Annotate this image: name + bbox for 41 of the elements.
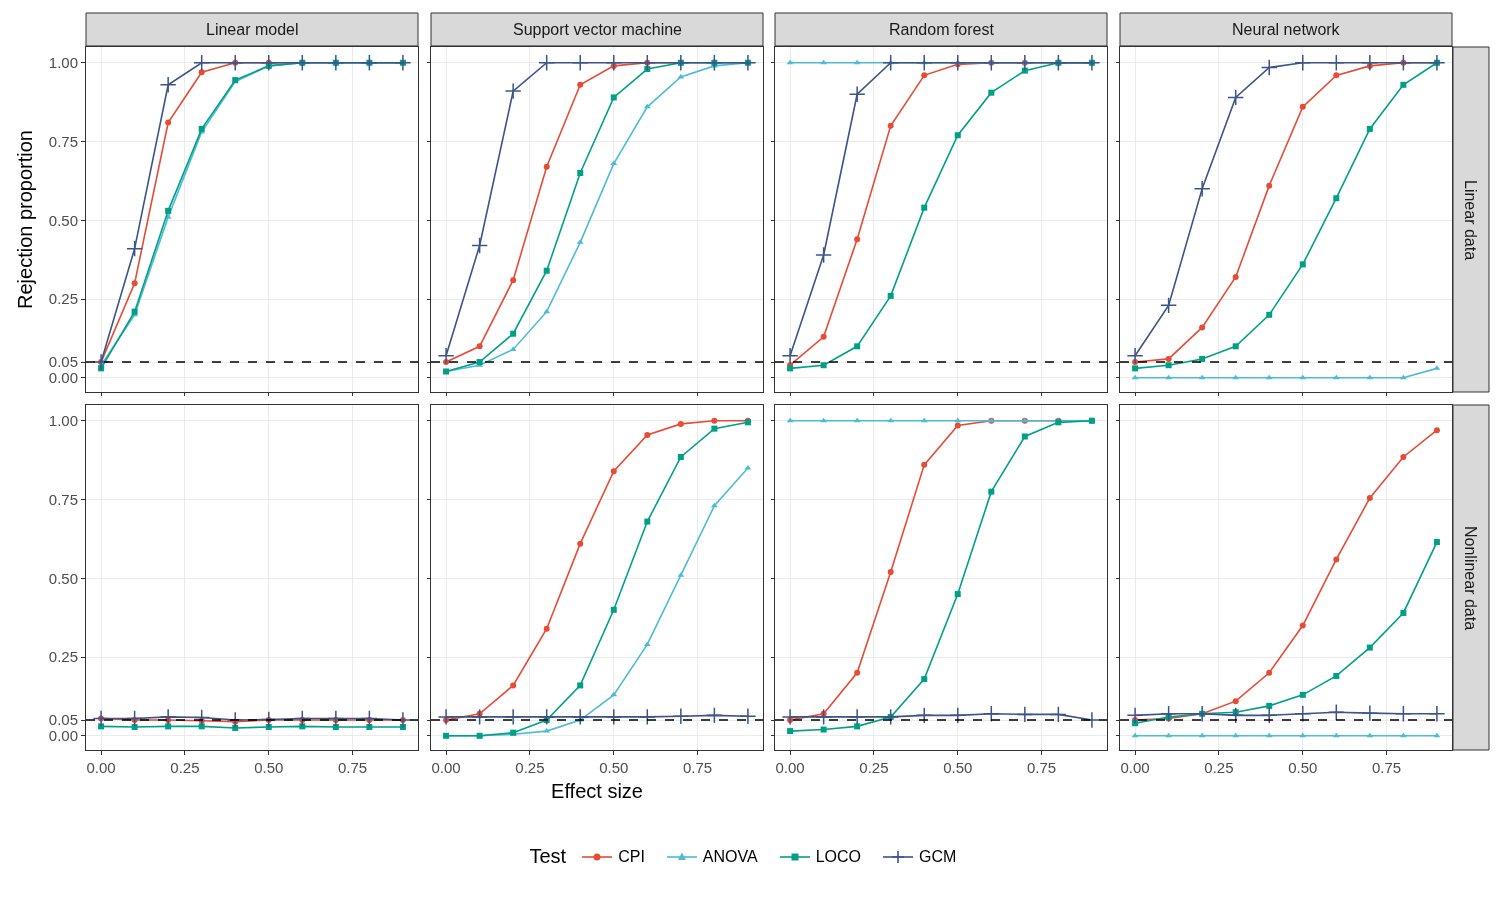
- y-tick-label: 0.00: [48, 369, 78, 387]
- x-tick-label: 0.75: [338, 759, 368, 776]
- legend-label: ANOVA: [702, 847, 758, 866]
- legend-label: LOCO: [815, 847, 862, 866]
- y-tick-label: 0.50: [48, 569, 78, 587]
- x-tick-label: 0.75: [683, 759, 713, 776]
- y-tick-label: 0.50: [48, 211, 78, 229]
- x-tick-label: 0.25: [170, 759, 200, 776]
- y-tick-label: 0.25: [48, 290, 78, 308]
- x-tick-label: 0.50: [254, 759, 284, 776]
- y-tick-label: 0.75: [48, 132, 78, 150]
- x-tick-label: 0.75: [1372, 759, 1402, 776]
- y-tick-label: 1.00: [48, 54, 78, 71]
- chart-title: Linear model: [206, 21, 299, 38]
- text: Nonlinear data: [1462, 526, 1479, 631]
- y-tick-label: 0.05: [48, 353, 78, 371]
- text: Linear data: [1462, 180, 1479, 261]
- legend-label: CPI: [618, 847, 645, 866]
- x-tick-label: 0.00: [86, 759, 116, 776]
- y-tick-label: 0.75: [48, 490, 78, 508]
- legend-label: GCM: [919, 847, 957, 866]
- y-tick-label: 0.25: [48, 648, 78, 666]
- chart-title: Support vector machine: [513, 21, 683, 38]
- chart-title: Random forest: [889, 21, 995, 38]
- x-tick-label: 0.50: [599, 759, 629, 776]
- x-tick-label: 0.25: [859, 759, 889, 776]
- y-tick-label: 0.00: [48, 727, 78, 745]
- y-axis-title: Rejection proportion: [14, 130, 37, 309]
- x-tick-label: 0.50: [943, 759, 973, 776]
- x-tick-label: 0.75: [1027, 759, 1057, 776]
- x-tick-label: 0.00: [775, 759, 805, 776]
- x-tick-label: 0.00: [1120, 759, 1150, 776]
- chart-title: Neural network: [1232, 21, 1341, 38]
- x-tick-label: 0.25: [1204, 759, 1234, 776]
- x-axis-title: Effect size: [551, 779, 643, 802]
- x-tick-label: 0.25: [515, 759, 545, 776]
- x-tick-label: 0.00: [431, 759, 461, 776]
- x-tick-label: 0.50: [1288, 759, 1318, 776]
- legend-title: Test: [529, 845, 567, 868]
- y-tick-label: 0.05: [48, 711, 78, 729]
- y-tick-label: 1.00: [48, 412, 78, 429]
